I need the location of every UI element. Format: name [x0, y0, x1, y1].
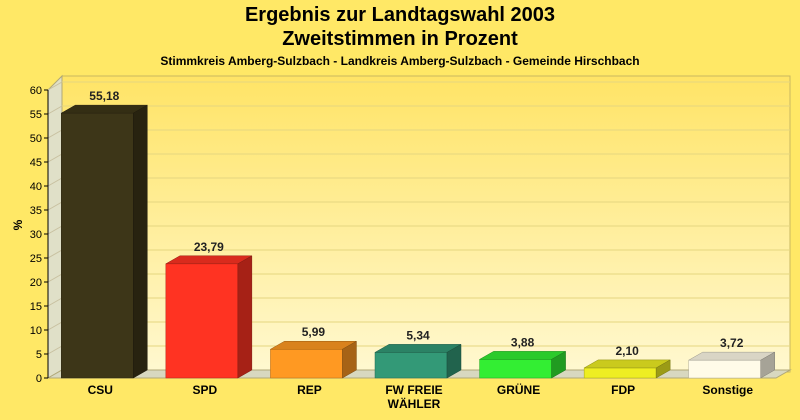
x-tick-label: FW FREIE [385, 383, 442, 397]
y-tick-label: 25 [30, 253, 42, 265]
chart-region-subtitle: Stimmkreis Amberg-Sulzbach - Landkreis A… [160, 54, 640, 68]
bar-top [583, 359, 672, 369]
y-tick-label: 55 [30, 109, 42, 121]
bar-front [479, 359, 552, 379]
grid-line-side [47, 225, 63, 235]
bar-top [269, 340, 358, 350]
data-label: 5,34 [406, 328, 430, 342]
grid-line-side [47, 129, 63, 139]
chart-subtitle: Zweitstimmen in Prozent [282, 28, 518, 50]
bar-front [583, 367, 657, 379]
bar [164, 255, 253, 379]
data-label: 3,72 [720, 336, 744, 350]
data-label: 2,10 [615, 344, 639, 358]
bar-side [760, 351, 775, 379]
grid-line-side [47, 273, 63, 283]
y-tick-label: 5 [36, 349, 42, 361]
y-tick-label: 40 [30, 181, 42, 193]
grid-line-side [47, 249, 63, 259]
y-tick-label: 60 [30, 85, 42, 97]
bar [60, 104, 149, 379]
x-tick-label: SPD [193, 383, 218, 397]
bar-front [374, 352, 448, 379]
grid-line-side [47, 81, 63, 91]
y-tick-label: 35 [30, 205, 42, 217]
bar-front [165, 263, 239, 379]
bar [583, 359, 672, 379]
data-label: 55,18 [89, 89, 119, 103]
bar [478, 350, 567, 379]
grid-line-side [47, 177, 63, 187]
bar-front [61, 112, 134, 379]
y-tick-label: 50 [30, 133, 42, 145]
y-tick-label: 45 [30, 157, 42, 169]
bar-side [133, 104, 148, 379]
bar-side [446, 343, 462, 379]
data-label: 23,79 [194, 240, 224, 254]
x-tick-label: Sonstige [702, 383, 753, 397]
bar [687, 351, 776, 379]
bar-side [655, 359, 671, 379]
x-tick-label: GRÜNE [497, 382, 540, 397]
bar-side [342, 340, 357, 379]
bar-side [237, 255, 253, 379]
bar-top [478, 351, 567, 360]
grid-line-side [47, 321, 63, 331]
y-axis-label: % [11, 219, 25, 230]
bar-top [60, 104, 149, 114]
y-tick-label: 10 [30, 325, 42, 337]
grid-line-side [47, 345, 63, 355]
data-label: 3,88 [511, 335, 535, 349]
y-tick-label: 30 [30, 229, 42, 241]
grid-line-side [47, 105, 63, 115]
bar [374, 343, 462, 379]
x-tick-label: FDP [611, 383, 635, 397]
bar [269, 340, 358, 379]
bar-top [164, 255, 253, 265]
chart-title: Ergebnis zur Landtagswahl 2003 [244, 4, 556, 26]
bar-side [551, 350, 566, 379]
x-tick-label: CSU [88, 383, 113, 397]
y-tick-label: 15 [30, 301, 42, 313]
y-tick-label: 0 [36, 373, 42, 385]
grid-line-side [47, 201, 63, 211]
y-tick-label: 20 [30, 277, 42, 289]
bar-top [374, 344, 462, 353]
bar-front [270, 348, 343, 379]
x-tick-label: REP [297, 383, 322, 397]
data-label: 5,99 [302, 325, 326, 339]
grid-line-side [47, 297, 63, 307]
bar-top [687, 351, 776, 361]
bar-front [688, 359, 761, 379]
grid-line-side [47, 153, 63, 163]
x-tick-label: WÄHLER [388, 396, 441, 411]
